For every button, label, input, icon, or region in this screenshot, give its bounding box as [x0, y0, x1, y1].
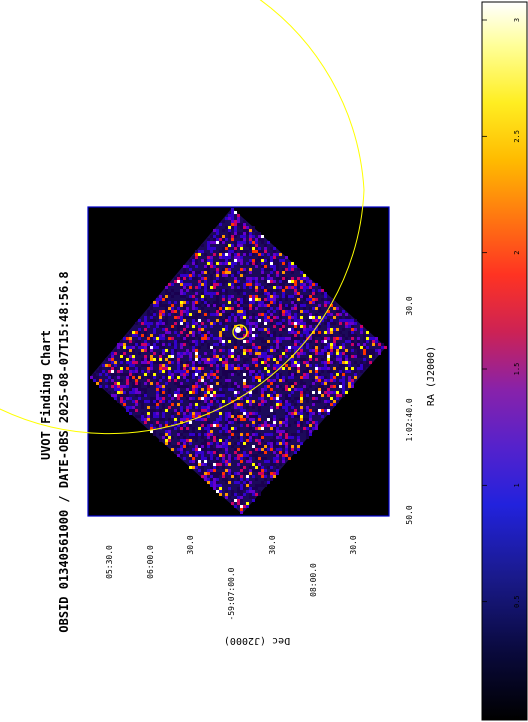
dec-tick-label: 30.0 — [186, 535, 195, 554]
chart-title: UVOT Finding Chart — [39, 330, 53, 460]
image-pixels — [90, 208, 387, 514]
ra-tick-label: 50.0 — [405, 505, 414, 524]
colorbar-tick-label: 2 — [513, 251, 521, 255]
colorbar-tick-label: 0.5 — [513, 595, 521, 608]
colorbar-ticks: 0 0.5 1 1.5 2 2.5 3 — [482, 18, 521, 720]
colorbar — [481, 1, 528, 721]
ra-axis-label: RA (J2000) — [426, 346, 437, 406]
dec-axis-label: Dec (J2000) — [224, 635, 290, 646]
source-marker — [232, 324, 248, 340]
colorbar-tick-label: 0 — [513, 716, 521, 720]
dec-tick-label: 05:30.0 — [105, 545, 114, 579]
dec-tick-label: 30.0 — [268, 535, 277, 554]
dec-tick-label: -59:07:00.0 — [227, 567, 236, 620]
source-core — [235, 327, 241, 333]
ra-tick-label: 1:02:40.0 — [405, 398, 414, 442]
dec-tick-label: 30.0 — [349, 535, 358, 554]
dec-tick-label: 08:00.0 — [309, 563, 318, 597]
dec-tick-label: 06:00.0 — [146, 545, 155, 579]
colorbar-tick-label: 2.5 — [513, 130, 521, 143]
colorbar-tick-label: 1 — [513, 483, 521, 487]
colorbar-tick-label: 3 — [513, 18, 521, 22]
ra-tick-label: 30.0 — [405, 296, 414, 315]
chart-subtitle: OBSID 01340561000 / DATE-OBS 2025-08-07T… — [57, 271, 71, 632]
image-frame — [87, 206, 390, 517]
region-circle — [0, 0, 365, 435]
colorbar-tick-label: 1.5 — [513, 363, 521, 376]
